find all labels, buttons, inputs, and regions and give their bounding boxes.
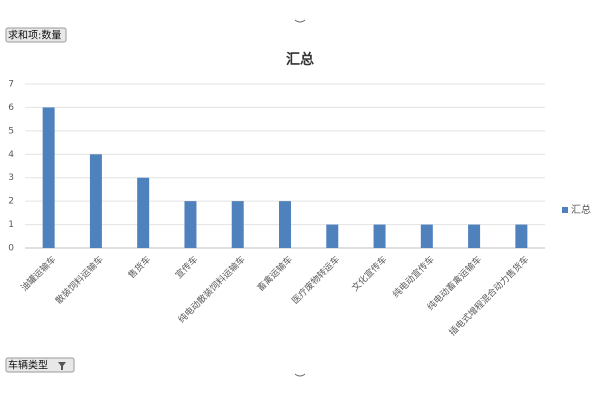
y-tick-label: 1: [8, 220, 14, 230]
legend-label: 汇总: [571, 203, 591, 216]
value-field-button[interactable]: [5, 27, 67, 43]
bar: [42, 107, 55, 248]
resize-handle: [294, 19, 306, 23]
y-tick-label: 4: [8, 150, 14, 160]
chart-title: 汇总: [286, 51, 314, 68]
bar: [137, 177, 150, 248]
y-tick-label: 3: [8, 173, 14, 183]
axis-field-label: 车辆类型: [8, 359, 48, 372]
bar: [184, 201, 197, 248]
y-tick-label: 5: [8, 126, 14, 136]
y-tick-label: 6: [8, 103, 14, 113]
y-tick-label: 2: [8, 197, 14, 207]
bar: [373, 224, 386, 248]
bar: [468, 224, 481, 248]
bar: [326, 224, 339, 248]
value-field-label: 求和项:数量: [8, 29, 61, 42]
legend-swatch: [562, 207, 568, 213]
bar: [89, 154, 102, 248]
bar: [420, 224, 433, 248]
bar: [515, 224, 528, 248]
y-tick-label: 7: [8, 80, 14, 90]
resize-handle: [294, 373, 306, 377]
y-tick-label: 0: [8, 244, 14, 254]
axis-field-button[interactable]: [5, 357, 75, 373]
filter-icon[interactable]: [58, 362, 66, 370]
bar: [279, 201, 291, 248]
bar: [231, 201, 244, 248]
